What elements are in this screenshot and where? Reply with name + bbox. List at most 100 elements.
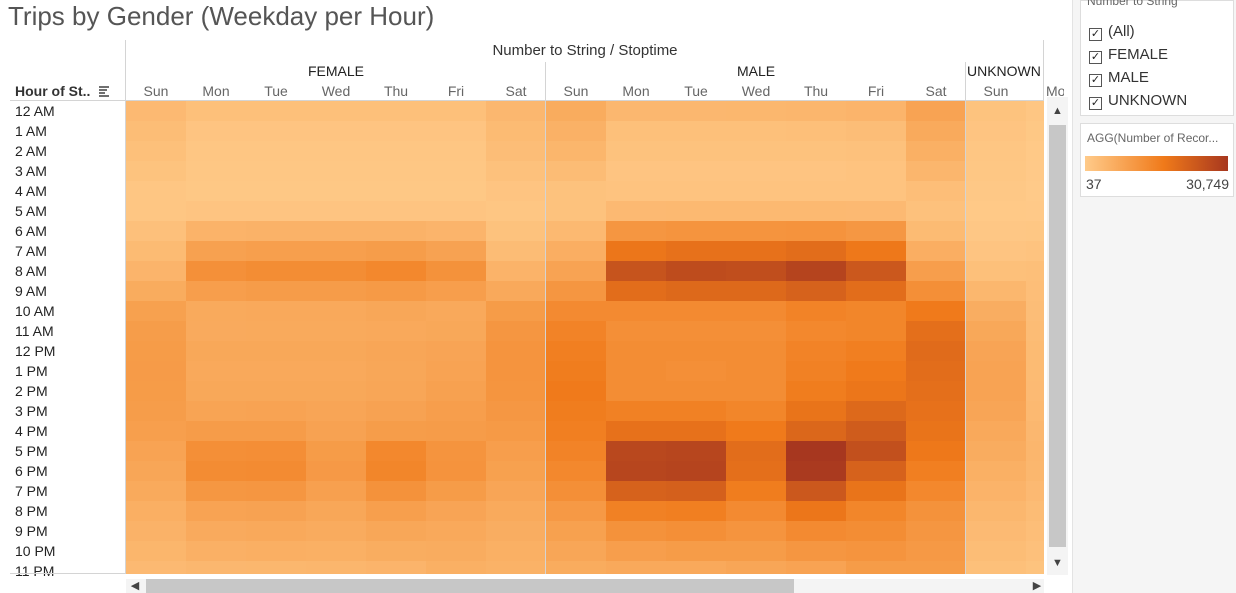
- heatmap-cell[interactable]: [366, 121, 426, 141]
- heatmap-cell[interactable]: [726, 301, 786, 321]
- heatmap-cell[interactable]: [786, 541, 846, 561]
- heatmap-cell[interactable]: [726, 221, 786, 241]
- heatmap-cell[interactable]: [1026, 101, 1044, 121]
- heatmap-cell[interactable]: [606, 481, 666, 501]
- heatmap-cell[interactable]: [126, 241, 186, 261]
- heatmap-cell[interactable]: [786, 241, 846, 261]
- heatmap-cell[interactable]: [666, 341, 726, 361]
- heatmap-cell[interactable]: [366, 301, 426, 321]
- filter-item-unknown[interactable]: ✓ UNKNOWN: [1089, 92, 1187, 110]
- heatmap-cell[interactable]: [966, 541, 1026, 561]
- heatmap-cell[interactable]: [786, 461, 846, 481]
- heatmap-cell[interactable]: [126, 161, 186, 181]
- heatmap-cell[interactable]: [726, 461, 786, 481]
- heatmap-cell[interactable]: [726, 101, 786, 121]
- heatmap-cell[interactable]: [906, 461, 966, 481]
- vertical-scroll-thumb[interactable]: [1049, 125, 1066, 547]
- heatmap-cell[interactable]: [1026, 481, 1044, 501]
- heatmap-cell[interactable]: [126, 121, 186, 141]
- heatmap-cell[interactable]: [726, 341, 786, 361]
- heatmap-cell[interactable]: [846, 441, 906, 461]
- heatmap-cell[interactable]: [666, 481, 726, 501]
- heatmap-cell[interactable]: [426, 301, 486, 321]
- heatmap-cell[interactable]: [906, 561, 966, 574]
- heatmap-cell[interactable]: [546, 561, 606, 574]
- heatmap-cell[interactable]: [966, 421, 1026, 441]
- heatmap-cell[interactable]: [846, 521, 906, 541]
- heatmap-cell[interactable]: [786, 341, 846, 361]
- heatmap-cell[interactable]: [546, 401, 606, 421]
- heatmap-cell[interactable]: [126, 281, 186, 301]
- heatmap-cell[interactable]: [486, 381, 546, 401]
- heatmap-cell[interactable]: [666, 361, 726, 381]
- heatmap-cell[interactable]: [966, 361, 1026, 381]
- heatmap-cell[interactable]: [426, 561, 486, 574]
- heatmap-cell[interactable]: [426, 241, 486, 261]
- heatmap-cell[interactable]: [906, 521, 966, 541]
- heatmap-cell[interactable]: [126, 441, 186, 461]
- heatmap-cell[interactable]: [366, 361, 426, 381]
- heatmap-cell[interactable]: [666, 201, 726, 221]
- heatmap-cell[interactable]: [966, 121, 1026, 141]
- heatmap-cell[interactable]: [846, 341, 906, 361]
- heatmap-cell[interactable]: [906, 441, 966, 461]
- heatmap-cell[interactable]: [906, 101, 966, 121]
- heatmap-cell[interactable]: [906, 501, 966, 521]
- heatmap-cell[interactable]: [426, 141, 486, 161]
- heatmap-cell[interactable]: [246, 561, 306, 574]
- heatmap-cell[interactable]: [246, 141, 306, 161]
- heatmap-cell[interactable]: [846, 121, 906, 141]
- heatmap-cell[interactable]: [786, 261, 846, 281]
- heatmap-cell[interactable]: [906, 481, 966, 501]
- heatmap-cell[interactable]: [606, 461, 666, 481]
- heatmap-cell[interactable]: [486, 541, 546, 561]
- heatmap-cell[interactable]: [906, 381, 966, 401]
- heatmap-cell[interactable]: [306, 561, 366, 574]
- heatmap-cell[interactable]: [966, 161, 1026, 181]
- heatmap-cell[interactable]: [546, 341, 606, 361]
- heatmap-cell[interactable]: [666, 181, 726, 201]
- heatmap-cell[interactable]: [906, 541, 966, 561]
- heatmap-cell[interactable]: [846, 361, 906, 381]
- heatmap-cell[interactable]: [546, 301, 606, 321]
- heatmap-cell[interactable]: [726, 421, 786, 441]
- heatmap-cell[interactable]: [966, 341, 1026, 361]
- heatmap-cell[interactable]: [126, 521, 186, 541]
- heatmap-cell[interactable]: [246, 121, 306, 141]
- heatmap-cell[interactable]: [666, 501, 726, 521]
- heatmap-cell[interactable]: [666, 441, 726, 461]
- heatmap-cell[interactable]: [606, 321, 666, 341]
- heatmap-cell[interactable]: [606, 261, 666, 281]
- row-axis-title[interactable]: Hour of St..: [15, 83, 91, 99]
- heatmap-cell[interactable]: [426, 201, 486, 221]
- heatmap-cell[interactable]: [666, 221, 726, 241]
- heatmap-cell[interactable]: [546, 241, 606, 261]
- heatmap-cell[interactable]: [966, 381, 1026, 401]
- heatmap-cell[interactable]: [846, 381, 906, 401]
- heatmap-cell[interactable]: [1026, 161, 1044, 181]
- heatmap-cell[interactable]: [786, 141, 846, 161]
- heatmap-cell[interactable]: [306, 241, 366, 261]
- heatmap-cell[interactable]: [426, 401, 486, 421]
- heatmap-cell[interactable]: [726, 281, 786, 301]
- checkbox-checked-icon[interactable]: ✓: [1089, 97, 1102, 110]
- heatmap-cell[interactable]: [546, 501, 606, 521]
- heatmap-cell[interactable]: [306, 161, 366, 181]
- heatmap-cell[interactable]: [186, 401, 246, 421]
- heatmap-cell[interactable]: [1026, 421, 1044, 441]
- heatmap-cell[interactable]: [306, 261, 366, 281]
- heatmap-cell[interactable]: [366, 521, 426, 541]
- heatmap-cell[interactable]: [606, 241, 666, 261]
- heatmap-cell[interactable]: [186, 181, 246, 201]
- heatmap-cell[interactable]: [306, 541, 366, 561]
- heatmap-cell[interactable]: [1026, 181, 1044, 201]
- heatmap-cell[interactable]: [726, 241, 786, 261]
- heatmap-cell[interactable]: [486, 441, 546, 461]
- heatmap-cell[interactable]: [786, 181, 846, 201]
- heatmap-cell[interactable]: [666, 281, 726, 301]
- heatmap-cell[interactable]: [126, 221, 186, 241]
- heatmap-cell[interactable]: [546, 281, 606, 301]
- heatmap-cell[interactable]: [666, 301, 726, 321]
- filter-item-male[interactable]: ✓ MALE: [1089, 69, 1149, 87]
- heatmap-cell[interactable]: [906, 241, 966, 261]
